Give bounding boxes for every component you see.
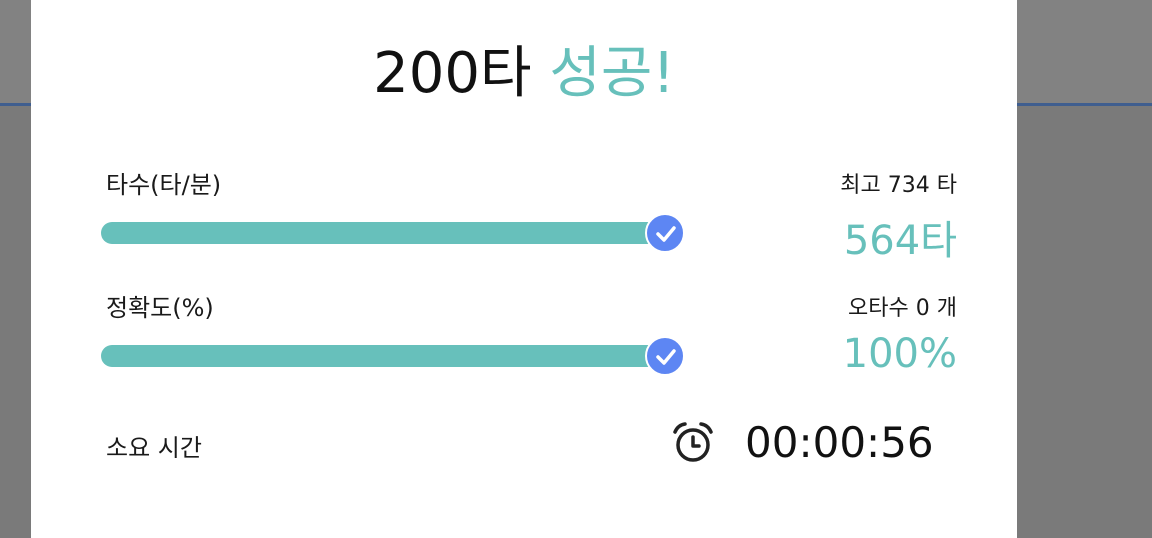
accuracy-progress-fill (101, 345, 667, 367)
speed-best-record: 최고 734 타 (840, 173, 957, 198)
speed-label: 타수(타/분) (106, 171, 222, 199)
accuracy-check-icon (645, 336, 685, 376)
accuracy-label: 정확도(%) (106, 294, 214, 322)
accuracy-value: 100% (842, 331, 957, 377)
speed-check-icon (645, 213, 685, 253)
alarm-clock-icon (673, 422, 713, 462)
accuracy-progress-bar (101, 336, 685, 376)
typo-count: 오타수 0 개 (848, 296, 957, 321)
result-modal: 200타 성공! 타수(타/분) 최고 734 타 564타 정확도(%) 오타… (31, 0, 1017, 538)
elapsed-time-label: 소요 시간 (106, 434, 202, 462)
result-title-status: 성공! (549, 41, 675, 106)
speed-progress-bar (101, 213, 685, 253)
speed-progress-fill (101, 222, 667, 244)
speed-value: 564타 (843, 218, 957, 264)
result-title-count: 200타 (373, 41, 532, 106)
elapsed-time-value: 00:00:56 (745, 418, 934, 467)
result-title: 200타 성공! (31, 38, 1017, 110)
